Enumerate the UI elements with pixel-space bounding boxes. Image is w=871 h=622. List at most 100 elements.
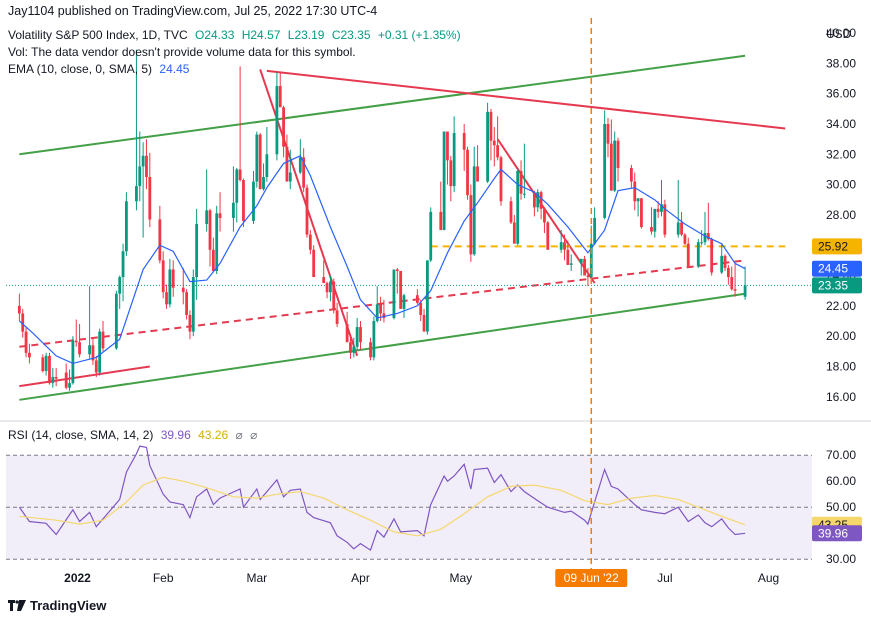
candle[interactable] <box>191 277 195 332</box>
candle[interactable] <box>265 154 269 178</box>
candle[interactable] <box>636 198 640 202</box>
candle[interactable] <box>706 233 710 240</box>
candle[interactable] <box>509 201 513 223</box>
candle[interactable] <box>161 260 165 293</box>
candle[interactable] <box>145 155 148 178</box>
candle[interactable] <box>78 342 81 355</box>
trend-line-green[interactable] <box>19 54 746 156</box>
candle[interactable] <box>425 260 429 332</box>
candle[interactable] <box>395 269 399 271</box>
candle[interactable] <box>700 242 704 244</box>
candle[interactable] <box>41 357 45 372</box>
candle[interactable] <box>114 293 118 349</box>
candle[interactable] <box>355 327 359 347</box>
candle[interactable] <box>569 263 573 265</box>
candle[interactable] <box>583 258 586 276</box>
candle[interactable] <box>630 167 633 182</box>
candle[interactable] <box>539 192 543 209</box>
candle[interactable] <box>185 292 188 315</box>
candle[interactable] <box>98 331 102 373</box>
candle[interactable] <box>211 249 215 271</box>
candle[interactable] <box>402 295 406 309</box>
candle[interactable] <box>609 143 613 191</box>
candle[interactable] <box>743 285 747 297</box>
ema-line[interactable] <box>18 155 746 365</box>
candle[interactable] <box>205 210 209 224</box>
candle[interactable] <box>449 160 453 187</box>
candle[interactable] <box>720 255 724 273</box>
candle[interactable] <box>359 327 362 343</box>
candle[interactable] <box>466 149 469 196</box>
candle[interactable] <box>345 324 349 343</box>
candle[interactable] <box>566 249 570 265</box>
candle[interactable] <box>64 372 68 388</box>
candle[interactable] <box>118 277 122 294</box>
candle[interactable] <box>255 134 259 182</box>
rsi-sma-line[interactable] <box>19 476 746 537</box>
candle[interactable] <box>181 287 185 293</box>
candle[interactable] <box>74 340 78 343</box>
candle[interactable] <box>188 314 192 332</box>
rsi-line[interactable] <box>18 445 746 552</box>
candle[interactable] <box>252 181 255 221</box>
candle[interactable] <box>17 305 21 314</box>
candle[interactable] <box>21 313 25 332</box>
candle[interactable] <box>232 202 235 218</box>
candle[interactable] <box>352 346 356 353</box>
candle[interactable] <box>522 193 526 195</box>
candle[interactable] <box>512 222 516 244</box>
candle[interactable] <box>168 269 172 305</box>
candle[interactable] <box>546 222 550 250</box>
candle[interactable] <box>676 222 680 235</box>
candle[interactable] <box>696 242 700 267</box>
candle[interactable] <box>372 321 376 358</box>
candle[interactable] <box>54 377 58 379</box>
candle[interactable] <box>278 86 282 108</box>
candle[interactable] <box>24 331 28 353</box>
candle[interactable] <box>44 355 48 372</box>
candle[interactable] <box>663 204 667 235</box>
candle[interactable] <box>439 211 443 231</box>
candle[interactable] <box>415 295 419 303</box>
candle[interactable] <box>382 313 386 318</box>
candle[interactable] <box>726 267 730 278</box>
candle[interactable] <box>375 304 379 321</box>
candle[interactable] <box>218 213 222 218</box>
candle[interactable] <box>215 213 219 271</box>
candle[interactable] <box>462 133 466 150</box>
candle[interactable] <box>302 157 306 188</box>
candle[interactable] <box>613 140 617 191</box>
candle[interactable] <box>710 239 714 273</box>
candle[interactable] <box>633 181 637 202</box>
candle[interactable] <box>288 172 292 182</box>
candle[interactable] <box>298 157 302 173</box>
candle[interactable] <box>543 208 546 223</box>
candle[interactable] <box>489 111 493 141</box>
candle[interactable] <box>516 170 520 244</box>
candle[interactable] <box>282 107 285 147</box>
candle[interactable] <box>28 352 31 358</box>
candle[interactable] <box>312 249 316 278</box>
candle[interactable] <box>208 210 212 250</box>
candle[interactable] <box>238 169 242 181</box>
candle[interactable] <box>329 281 332 293</box>
candle[interactable] <box>703 233 707 243</box>
candle[interactable] <box>660 204 663 212</box>
candle[interactable] <box>563 242 566 250</box>
candle[interactable] <box>242 180 245 221</box>
candle[interactable] <box>733 289 737 291</box>
candle[interactable] <box>606 123 610 144</box>
candle[interactable] <box>379 304 382 314</box>
candle[interactable] <box>656 208 660 212</box>
candle[interactable] <box>446 131 449 161</box>
candle[interactable] <box>650 227 653 232</box>
candle[interactable] <box>680 222 683 235</box>
candle[interactable] <box>579 258 583 264</box>
candle[interactable] <box>88 345 92 355</box>
candle[interactable] <box>94 360 98 373</box>
candle[interactable] <box>686 243 690 267</box>
candle[interactable] <box>141 155 145 167</box>
candle[interactable] <box>492 140 496 146</box>
candle[interactable] <box>603 123 607 218</box>
